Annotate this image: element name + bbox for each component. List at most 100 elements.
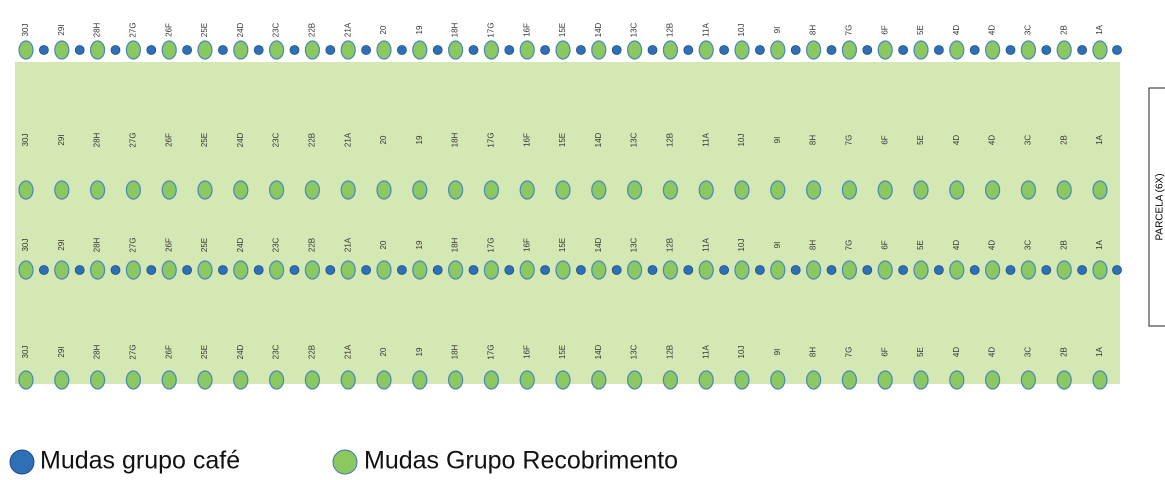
plant-cafe bbox=[755, 45, 765, 55]
plant-label: 29I bbox=[57, 346, 66, 357]
plant-recobrimento bbox=[591, 180, 607, 200]
plant-recobrimento bbox=[949, 260, 965, 280]
plant-label: 2B bbox=[1059, 347, 1068, 357]
plant-recobrimento bbox=[197, 40, 213, 60]
plant-label: 17G bbox=[487, 237, 496, 252]
plant-label: 17G bbox=[487, 22, 496, 37]
plant-recobrimento bbox=[1020, 40, 1037, 60]
plant-recobrimento bbox=[304, 260, 320, 280]
legend-swatch bbox=[9, 449, 35, 475]
plant-recobrimento bbox=[269, 40, 285, 60]
plant-label: 29I bbox=[57, 134, 66, 145]
plant-label: 25E bbox=[200, 23, 209, 37]
plant-cafe bbox=[1005, 45, 1016, 55]
plant-cafe bbox=[683, 45, 694, 55]
plant-label: 24D bbox=[236, 132, 245, 147]
plant-label: 22B bbox=[308, 238, 317, 252]
plant-recobrimento bbox=[519, 260, 535, 280]
plant-cafe bbox=[146, 265, 157, 275]
plant-cafe bbox=[504, 45, 515, 55]
plant-cafe bbox=[289, 265, 300, 275]
plant-label: 25E bbox=[200, 345, 209, 359]
plant-recobrimento bbox=[841, 370, 858, 390]
plant-recobrimento bbox=[197, 370, 213, 390]
plant-label: 8H bbox=[809, 135, 818, 145]
plant-recobrimento bbox=[877, 370, 893, 390]
plant-recobrimento bbox=[412, 370, 428, 390]
plant-recobrimento bbox=[555, 40, 571, 60]
plant-label: 5E bbox=[916, 240, 925, 250]
plant-label: 4D bbox=[952, 347, 961, 357]
plant-label: 4D bbox=[952, 240, 961, 250]
plant-recobrimento bbox=[125, 180, 141, 200]
plant-recobrimento bbox=[1056, 180, 1072, 200]
plant-recobrimento bbox=[519, 180, 535, 200]
plant-label: 9I bbox=[773, 137, 782, 144]
plant-label: 22B bbox=[308, 133, 317, 147]
plant-cafe bbox=[253, 45, 264, 55]
plant-recobrimento bbox=[89, 260, 106, 280]
plant-label: 15E bbox=[558, 133, 567, 147]
plant-label: 23C bbox=[272, 22, 281, 37]
plant-cafe bbox=[934, 45, 944, 55]
plant-recobrimento bbox=[734, 260, 750, 280]
plant-label: 10J bbox=[737, 239, 746, 252]
plant-recobrimento bbox=[841, 260, 858, 280]
plant-label: 3C bbox=[1024, 240, 1033, 250]
plant-recobrimento bbox=[805, 40, 822, 60]
plant-label: 17G bbox=[487, 344, 496, 359]
plant-recobrimento bbox=[304, 370, 320, 390]
plant-recobrimento bbox=[125, 40, 141, 60]
plant-recobrimento bbox=[913, 260, 929, 280]
plant-cafe bbox=[898, 45, 908, 55]
plant-recobrimento bbox=[483, 370, 499, 390]
plant-recobrimento bbox=[734, 40, 750, 60]
plant-label: 19 bbox=[415, 347, 424, 356]
plant-cafe bbox=[755, 265, 765, 275]
plant-recobrimento bbox=[877, 180, 893, 200]
plant-recobrimento bbox=[984, 180, 1001, 200]
plant-label: 1A bbox=[1095, 24, 1104, 34]
plant-label: 23C bbox=[272, 344, 281, 359]
plant-label: 8H bbox=[809, 240, 818, 250]
plant-cafe bbox=[540, 265, 550, 275]
plant-label: 11A bbox=[701, 133, 710, 147]
plant-recobrimento bbox=[1020, 180, 1037, 200]
plant-recobrimento bbox=[662, 370, 679, 390]
plant-label: 21A bbox=[343, 22, 352, 37]
plant-cafe bbox=[146, 45, 157, 55]
plant-label: 28H bbox=[93, 344, 102, 359]
plant-label: 26F bbox=[164, 133, 173, 147]
plant-label: 15E bbox=[558, 23, 567, 37]
plant-label: 23C bbox=[272, 132, 281, 147]
plant-cafe bbox=[969, 45, 980, 55]
plant-cafe bbox=[611, 45, 622, 55]
plant-cafe bbox=[182, 265, 193, 275]
plant-recobrimento bbox=[519, 40, 535, 60]
plant-cafe bbox=[826, 45, 837, 55]
plant-cafe bbox=[790, 45, 801, 55]
plant-recobrimento bbox=[54, 180, 70, 200]
plant-recobrimento bbox=[877, 40, 893, 60]
plant-label: 30J bbox=[21, 239, 30, 252]
legend-swatch bbox=[332, 449, 358, 475]
plant-recobrimento bbox=[1020, 260, 1037, 280]
plant-recobrimento bbox=[233, 260, 249, 280]
plant-recobrimento bbox=[1092, 40, 1108, 60]
plant-cafe bbox=[1112, 265, 1122, 275]
plant-label: 27G bbox=[129, 237, 138, 252]
plant-label: 24D bbox=[236, 237, 245, 252]
plant-cafe bbox=[396, 265, 407, 275]
plant-recobrimento bbox=[376, 180, 392, 200]
plant-recobrimento bbox=[376, 260, 392, 280]
plant-label: 25E bbox=[200, 238, 209, 252]
plant-recobrimento bbox=[913, 40, 929, 60]
plant-recobrimento bbox=[269, 260, 285, 280]
plant-label: 28H bbox=[93, 22, 102, 37]
plant-label: 6F bbox=[880, 240, 889, 249]
plant-label: 24D bbox=[236, 344, 245, 359]
plant-recobrimento bbox=[626, 370, 643, 390]
plant-cafe bbox=[182, 45, 193, 55]
plant-recobrimento bbox=[591, 370, 607, 390]
plant-cafe bbox=[110, 45, 121, 55]
